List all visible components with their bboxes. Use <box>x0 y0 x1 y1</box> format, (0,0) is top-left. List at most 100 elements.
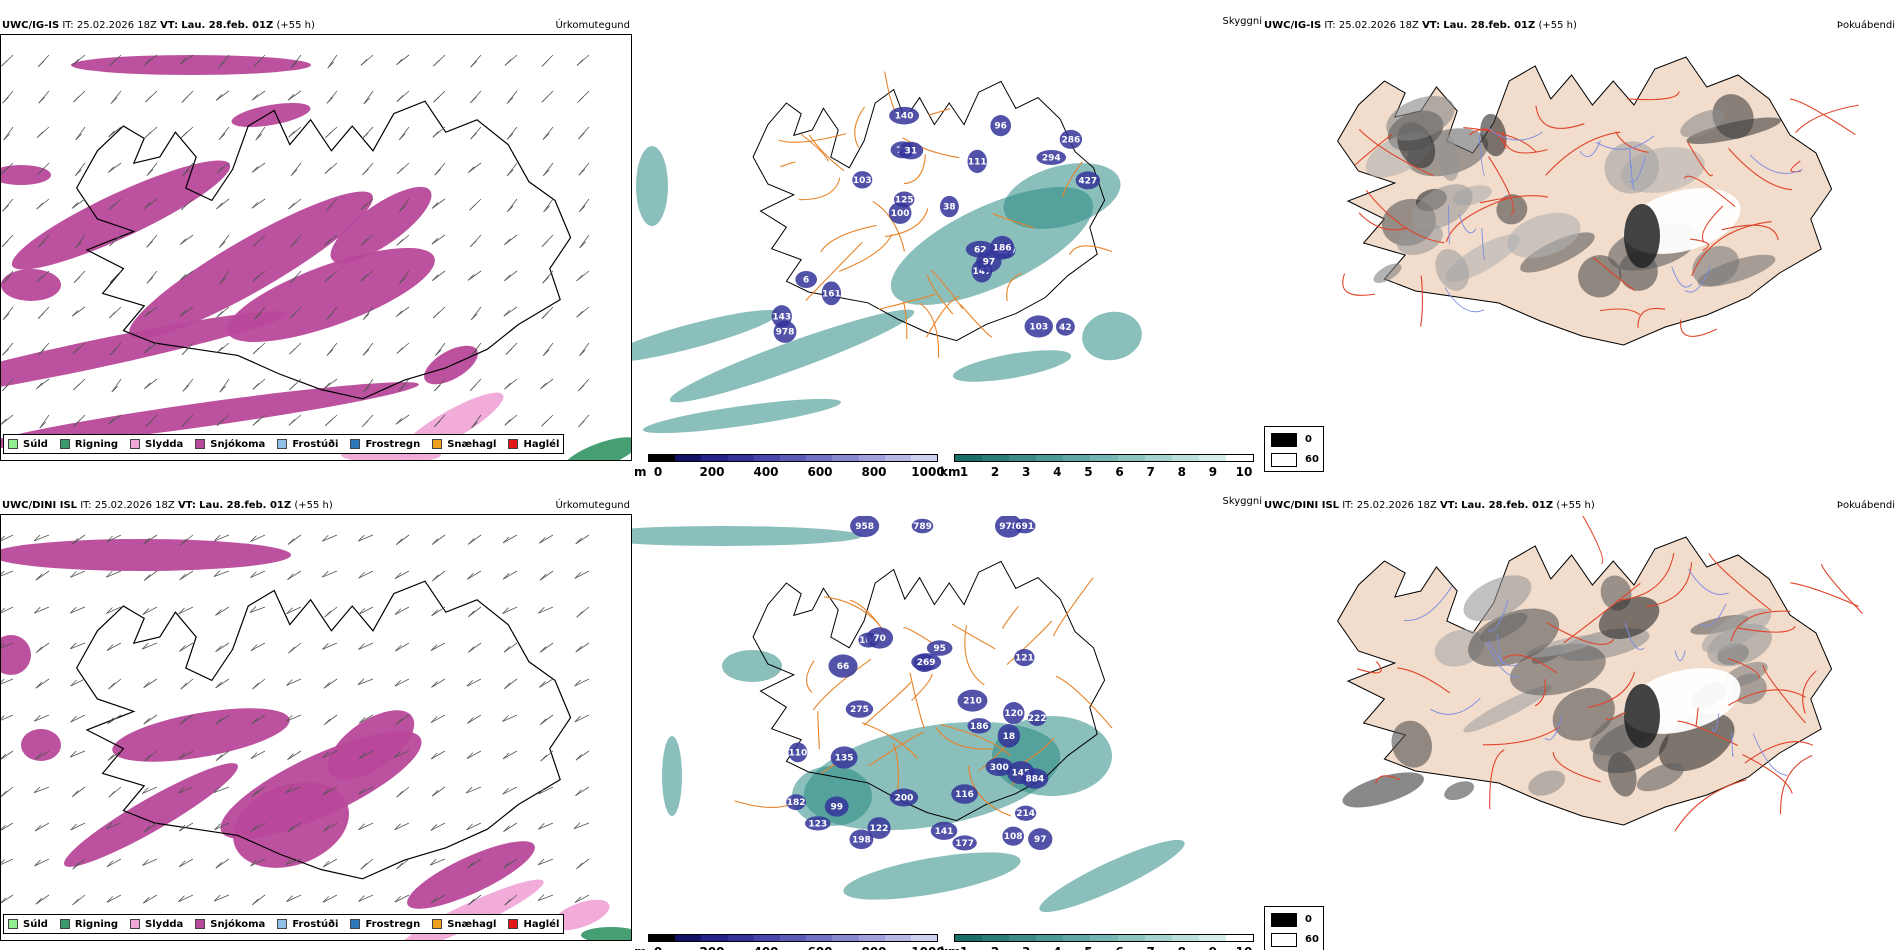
colorbar-step <box>727 935 754 941</box>
colorbar-step <box>753 935 780 941</box>
colorbar-tick-label: 0 <box>654 945 662 950</box>
visibility-cell <box>911 653 942 671</box>
colorbar-tick-label: 10 <box>1235 465 1253 479</box>
colorbar-step <box>884 455 911 461</box>
fog-legend-white-swatch <box>1271 453 1297 467</box>
elevation-colorbar-gradient <box>648 454 938 462</box>
colorbar-step <box>1090 935 1118 941</box>
colorbar-step <box>858 455 885 461</box>
legend-swatch <box>277 439 288 449</box>
elevation-colorbar-ticks: 0 200 400 600 800 1000 <box>648 465 945 481</box>
colorbar-tick-label: 9 <box>1209 945 1217 950</box>
colorbar-step <box>1117 935 1145 941</box>
legend-label: Súld <box>23 438 48 450</box>
visibility-value: 143 <box>772 312 791 322</box>
colorbar-step <box>701 935 728 941</box>
low-visibility-area <box>722 650 782 682</box>
colorbar-step <box>675 455 702 461</box>
colorbar-tick-label: 1 <box>959 465 969 479</box>
legend-item-frostregn: Frostregn <box>350 439 420 450</box>
visibility-cell <box>1028 828 1053 851</box>
fog-legend: 0 60 <box>1264 426 1324 472</box>
snow-area <box>21 729 61 761</box>
colorbar-step <box>955 935 983 941</box>
colorbar-step <box>1009 935 1037 941</box>
snow-area <box>129 191 373 339</box>
legend-label: Haglél <box>523 918 560 930</box>
colorbar-step <box>982 455 1010 461</box>
visibility-value: 123 <box>808 819 827 829</box>
colorbar-step <box>1225 935 1254 941</box>
legend-swatch <box>130 919 141 929</box>
visibility-value: 121 <box>1015 654 1034 664</box>
legend-swatch <box>432 919 443 929</box>
legend-label: Frostúði <box>292 438 339 450</box>
visibility-colorbar-ticks: 1 2 3 4 5 6 7 8 9 10 <box>954 945 1254 950</box>
visibility-cell <box>898 141 924 160</box>
low-visibility-area <box>632 309 779 363</box>
fog-legend-white-label: 60 <box>1305 454 1319 465</box>
colorbar-step <box>1117 455 1145 461</box>
visibility-value: 108 <box>1004 832 1023 842</box>
panel-header: UWC/DINI ISL IT: 25.02.2026 18Z VT: Lau.… <box>1264 500 1595 511</box>
legend-item-snæhagl: Snæhagl <box>432 919 496 930</box>
visibility-cell <box>828 654 858 678</box>
fog-legend-white-swatch <box>1271 933 1297 947</box>
visibility-cell <box>889 788 919 807</box>
fog-indicator-panel: UWC/DINI ISL IT: 25.02.2026 18Z VT: Lau.… <box>1262 494 1900 950</box>
row-ig-is: UWC/IG-IS IT: 25.02.2026 18Z VT: Lau. 28… <box>0 14 1900 479</box>
colorbar-tick-label: 600 <box>807 465 833 479</box>
precip-map: Súld Rigning Slydda Snjókoma Frostúði Frostre… <box>0 514 632 941</box>
fog-legend-black-swatch <box>1271 913 1297 927</box>
low-visibility-area <box>632 526 862 546</box>
snow-area <box>71 55 311 75</box>
colorbar-step <box>1036 935 1064 941</box>
legend-label: Frostregn <box>365 918 421 930</box>
visibility-value: 122 <box>870 824 889 834</box>
legend-swatch <box>350 919 361 929</box>
visibility-value: 145 <box>1011 769 1030 779</box>
visibility-value: 116 <box>955 790 974 800</box>
visibility-cell <box>1002 826 1024 846</box>
low-visibility-area <box>1039 839 1185 913</box>
visibility-value: 427 <box>1078 176 1097 186</box>
colorbar-tick-label: 6 <box>1115 465 1124 479</box>
colorbar-step <box>779 455 807 461</box>
fog-legend-black-label: 0 <box>1305 914 1312 925</box>
panel-title: Þokuábendi <box>1836 500 1895 511</box>
legend-label: Slydda <box>145 918 184 930</box>
visibility-cell <box>852 171 873 189</box>
row-dini-isl: UWC/DINI ISL IT: 25.02.2026 18Z VT: Lau.… <box>0 494 1900 950</box>
legend-swatch <box>195 919 206 929</box>
colorbar-tick-label: 600 <box>807 945 832 950</box>
visibility-cell <box>976 250 1002 273</box>
visibility-value: 789 <box>913 522 932 532</box>
elevation-colorbar-unit: m <box>634 945 647 950</box>
legend-label: Slydda <box>145 438 184 450</box>
cloud-base-panel: Skyggni 42286111756143311291406210012596… <box>632 14 1324 479</box>
colorbar-step <box>649 455 676 461</box>
legend-item-snæhagl: Snæhagl <box>432 439 496 450</box>
legend-swatch <box>59 439 70 449</box>
visibility-cell <box>1075 171 1101 190</box>
wind-barbs <box>1 54 590 429</box>
visibility-value: 111 <box>968 157 987 167</box>
snow-area <box>407 841 535 909</box>
panel-header: UWC/IG-IS IT: 25.02.2026 18Z VT: Lau. 28… <box>2 20 315 31</box>
colorbar-step <box>727 455 754 461</box>
snow-area <box>1 539 291 571</box>
legend-item-frostúði: Frostúði <box>277 919 338 930</box>
fog-legend-black-label: 0 <box>1305 434 1312 445</box>
visibility-cell <box>967 718 992 734</box>
low-visibility-area <box>1082 311 1142 361</box>
visibility-cell <box>1003 702 1025 725</box>
visibility-value: 103 <box>853 176 872 186</box>
visibility-colorbar-unit: km <box>940 945 960 950</box>
visibility-cell <box>1059 129 1083 149</box>
legend-label: Snjókoma <box>210 918 266 930</box>
cloud-map: 4228611175614331129140621001259610318610… <box>632 36 1262 448</box>
road-network <box>778 71 1113 358</box>
visibility-value: 66 <box>837 662 850 672</box>
visibility-value: 214 <box>1016 809 1035 819</box>
colorbar-step <box>1198 455 1226 461</box>
